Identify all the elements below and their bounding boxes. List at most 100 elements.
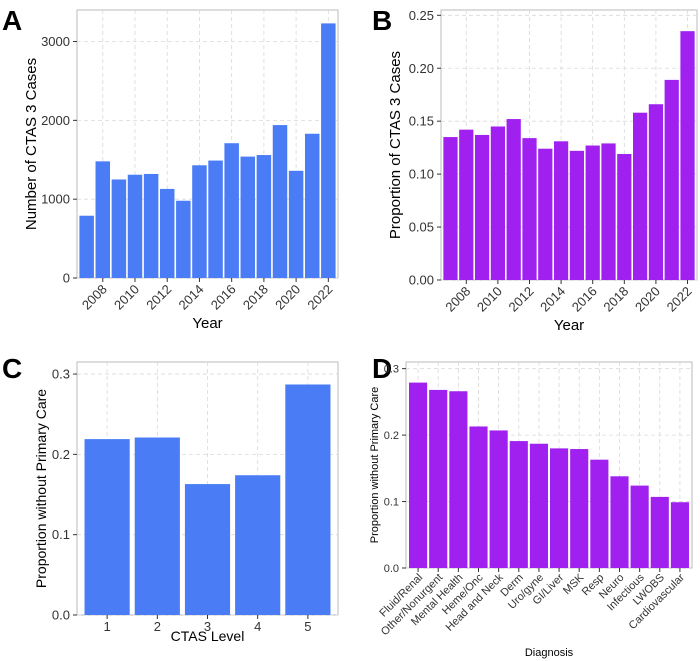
bar-head-and-neck [489, 430, 508, 568]
x-tick-label: 2014 [537, 284, 568, 315]
x-tick-label: 2020 [632, 284, 663, 315]
panel-label: A [2, 5, 22, 36]
bar-fluid-renal [409, 382, 428, 568]
bar-2017 [601, 143, 616, 280]
bar-2008 [95, 161, 111, 278]
bar-2015 [208, 160, 223, 278]
x-tick-label: 2016 [208, 282, 239, 313]
x-tick-label: 2010 [474, 284, 505, 315]
x-tick-label: 2018 [240, 282, 271, 313]
x-tick-label: 2022 [664, 284, 695, 315]
bar-4 [235, 475, 281, 615]
bar-2009 [474, 134, 490, 280]
bar-msk [570, 449, 589, 568]
bar-5 [285, 384, 331, 615]
bar-lwobs [650, 496, 669, 568]
plot-frame [405, 361, 693, 569]
panel-label: D [372, 353, 392, 384]
y-tick-label: 0.1 [384, 496, 399, 508]
x-axis-title: Year [554, 317, 584, 334]
bar-2007 [443, 137, 458, 280]
x-tick-label: 2018 [600, 284, 631, 315]
y-tick-label: 0.3 [52, 367, 70, 382]
x-axis: 2008 2010 2012 2014 2016 2018 2020 2022 [79, 278, 335, 313]
x-tick-label: 2020 [272, 282, 303, 313]
bar-2010 [490, 126, 505, 281]
y-tick-label: 0.2 [384, 430, 399, 442]
bar-2012 [159, 188, 175, 278]
y-tick-label: 0.0 [384, 563, 399, 575]
panel-D: D 0.0 0.1 0.2 0.3 Fluid/RenalOther/NonurgentM… [369, 353, 693, 659]
y-axis-title: Proportion without Primary Care [369, 387, 381, 544]
bar-2 [134, 437, 180, 615]
x-tick-label: 2014 [176, 282, 207, 313]
bar-2010 [127, 174, 143, 278]
bar-neuro [610, 476, 629, 568]
x-axis: 2008 2010 2012 2014 2016 2018 2020 2022 [442, 280, 695, 315]
y-axis: 0.0 0.1 0.2 0.3 [52, 367, 77, 623]
y-axis-title: Number of CTAS 3 Cases [23, 58, 40, 230]
bar-2021 [664, 79, 679, 280]
bar-derm [509, 441, 528, 568]
bar-uro-gyne [529, 443, 548, 568]
bar-2011 [506, 119, 521, 280]
y-tick-label: 3000 [41, 34, 70, 49]
y-tick-label: 0.2 [52, 447, 70, 462]
y-tick-label: 0.15 [409, 114, 434, 129]
bar-2020 [648, 104, 664, 280]
bar-2019 [633, 112, 648, 281]
x-tick-label: 2008 [79, 282, 110, 313]
x-tick-label: 1 [103, 619, 110, 634]
x-tick-label: 2022 [304, 282, 335, 313]
bar-2014 [553, 141, 569, 280]
x-tick-label: 2016 [569, 284, 600, 315]
bar-gi-liver [550, 448, 569, 568]
y-axis: 0.0 0.1 0.2 0.3 [384, 363, 406, 575]
y-tick-label: 0.05 [409, 220, 434, 235]
y-axis: 0.00 0.05 0.10 0.15 0.20 0.25 [409, 8, 441, 288]
bar-2018 [256, 155, 272, 278]
y-tick-label: 2000 [41, 113, 70, 128]
bar-2015 [569, 150, 585, 280]
bar-cardiovascular [670, 502, 689, 568]
x-axis: 1 2 3 4 5 [103, 615, 312, 634]
bar-2012 [522, 138, 537, 280]
x-tick-label: 4 [254, 619, 261, 634]
bar-3 [184, 484, 231, 615]
bar-2013 [538, 148, 553, 280]
panel-label: B [372, 5, 392, 36]
panel-C: C 0.0 0.1 0.2 0.3 1 2 3 4 5 CTAS Level Proportion w… [2, 353, 339, 644]
x-axis-title: Year [192, 315, 222, 332]
bar-2021 [304, 133, 320, 278]
x-tick-label: 2008 [442, 284, 473, 315]
x-tick-label: 2012 [506, 284, 537, 315]
bar-infectious [630, 485, 649, 568]
y-tick-label: 0.1 [52, 527, 70, 542]
y-tick-label: 0.25 [409, 8, 434, 23]
bars [79, 23, 336, 279]
y-axis-title: Proportion of CTAS 3 Cases [387, 51, 404, 239]
x-tick-label: 2010 [111, 282, 142, 313]
bar-1 [84, 439, 130, 615]
bar-2019 [272, 125, 288, 278]
y-tick-label: 0.10 [409, 167, 434, 182]
y-tick-label: 1000 [41, 192, 70, 207]
bar-other-nonurgent [429, 389, 448, 568]
y-axis: 0 1000 2000 3000 [41, 34, 77, 286]
bar-2009 [111, 179, 127, 278]
y-tick-label: 0.3 [384, 363, 399, 375]
bar-2016 [585, 145, 600, 280]
bar-2014 [192, 165, 207, 278]
bar-2022 [321, 23, 336, 279]
bars [409, 382, 689, 568]
x-axis-title: Diagnosis [525, 647, 574, 659]
x-tick-label: 5 [304, 619, 311, 634]
bars [84, 384, 331, 615]
panel-label: C [2, 353, 22, 384]
bar-heme-onc [469, 426, 488, 568]
y-tick-label: 0.20 [409, 61, 434, 76]
